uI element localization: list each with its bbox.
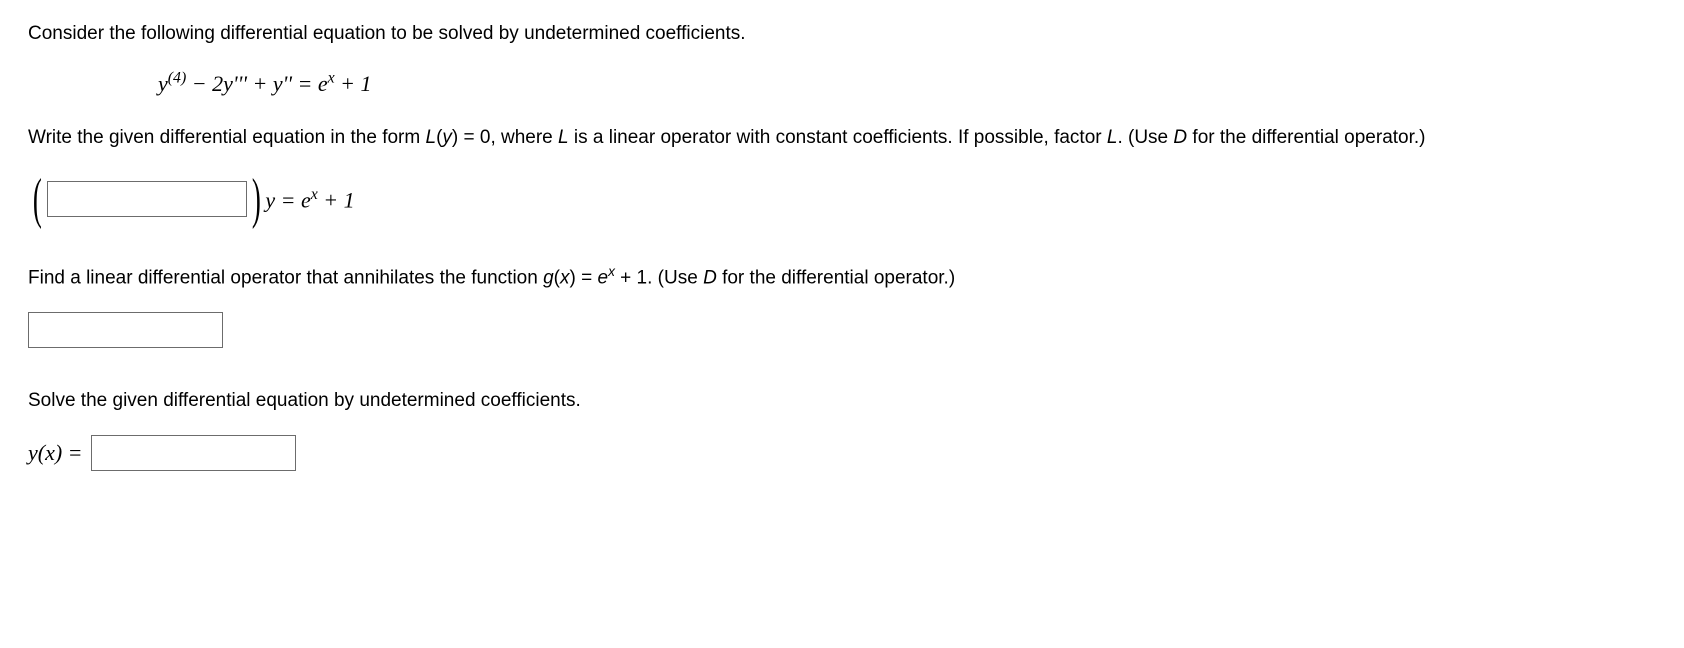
solution-input-row: y(x) = [28, 435, 1656, 471]
solution-label: y(x) = [28, 436, 83, 469]
annihilator-input-row [28, 312, 1656, 358]
prompt-solve: Solve the given differential equation by… [28, 385, 1656, 416]
left-paren: ( [33, 171, 42, 227]
right-paren: ) [252, 171, 261, 227]
operator-input-row: ( ) y = ex + 1 [28, 171, 1656, 227]
page-root: Consider the following differential equa… [0, 0, 1684, 511]
prompt-factor-L: Write the given differential equation in… [28, 122, 1656, 153]
display-equation: y(4) − 2y''' + y'' = ex + 1 [158, 67, 1656, 100]
solution-input[interactable] [91, 435, 296, 471]
operator-L-input[interactable] [47, 181, 247, 217]
operator-equation-rhs: y = ex + 1 [265, 183, 354, 216]
annihilator-input[interactable] [28, 312, 223, 348]
prompt-annihilator: Find a linear differential operator that… [28, 261, 1656, 294]
intro-text: Consider the following differential equa… [28, 20, 1656, 49]
